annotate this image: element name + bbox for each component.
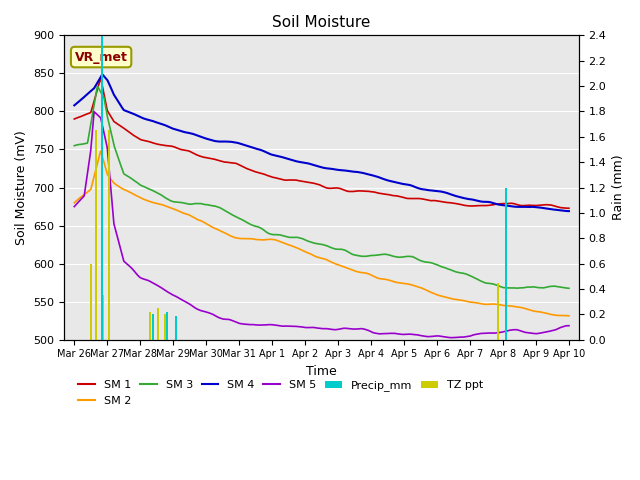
Bar [95,131,97,340]
X-axis label: Time: Time [307,365,337,378]
Bar [157,308,159,340]
Bar [102,295,104,340]
Bar [108,131,110,340]
Bar [90,264,92,340]
Y-axis label: Rain (mm): Rain (mm) [612,155,625,220]
Bar [505,188,507,340]
Bar [152,314,154,340]
Bar [166,312,168,340]
Bar [164,314,166,340]
Legend: SM 1, SM 2, SM 3, SM 4, SM 5, Precip_mm, TZ ppt: SM 1, SM 2, SM 3, SM 4, SM 5, Precip_mm,… [74,376,487,410]
Text: VR_met: VR_met [75,50,127,63]
Bar [175,316,177,340]
Bar [149,312,151,340]
Bar [497,283,499,340]
Bar [101,23,103,340]
Title: Soil Moisture: Soil Moisture [273,15,371,30]
Y-axis label: Soil Moisture (mV): Soil Moisture (mV) [15,130,28,245]
